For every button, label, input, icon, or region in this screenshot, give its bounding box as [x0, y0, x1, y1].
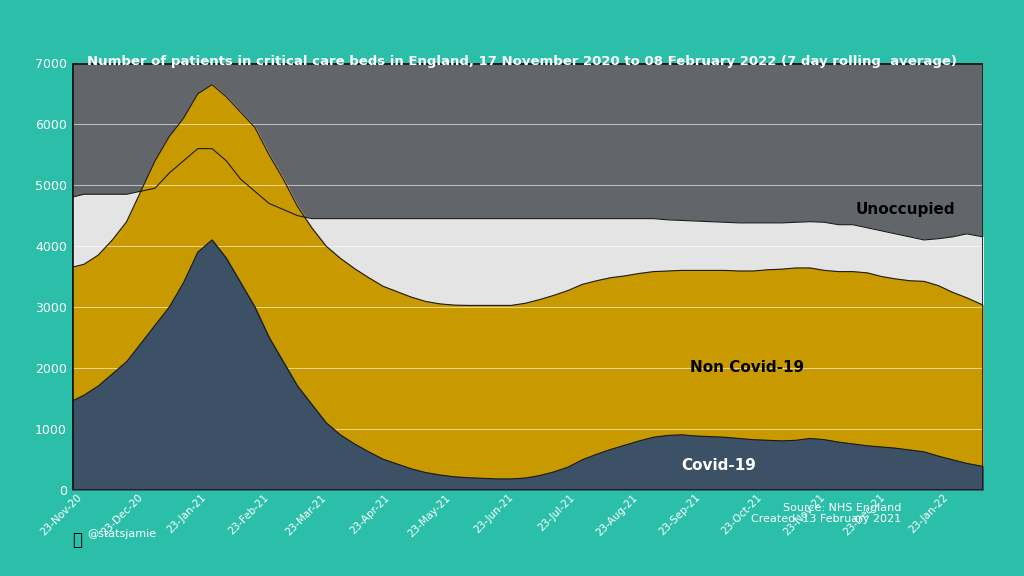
- Text: Number of patients in critical care beds in England, 17 November 2020 to 08 Febr: Number of patients in critical care beds…: [87, 55, 957, 68]
- Text: Covid-19: Covid-19: [681, 458, 756, 473]
- Text: Unoccupied: Unoccupied: [856, 202, 955, 217]
- Text: Non Covid-19: Non Covid-19: [690, 361, 804, 376]
- Text: Source: NHS England
Created: 13 February 2021: Source: NHS England Created: 13 February…: [751, 502, 901, 524]
- Bar: [72, 63, 983, 490]
- Text: 🐦: 🐦: [73, 531, 82, 549]
- Text: @statsjamie: @statsjamie: [87, 529, 157, 539]
